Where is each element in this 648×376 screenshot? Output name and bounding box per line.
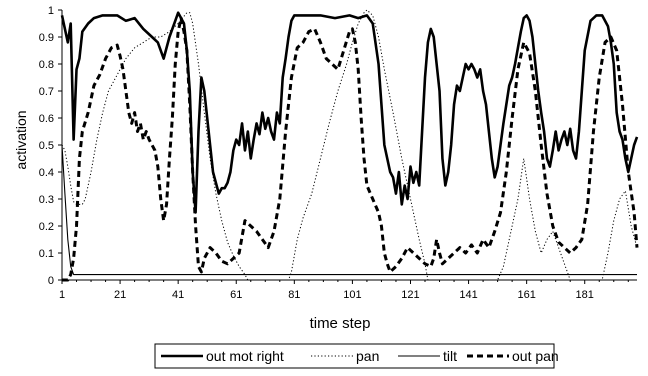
series-line-tilt <box>61 144 637 276</box>
y-axis-label: activation <box>13 110 29 169</box>
y-tick-label: 0.6 <box>39 113 54 125</box>
x-tick-label: 141 <box>459 289 477 301</box>
x-tick-label: 121 <box>401 289 419 301</box>
y-tick-label: 0 <box>48 275 54 287</box>
axes: 00.10.20.30.40.50.60.70.80.911 21 41 61 81 10… <box>39 5 637 301</box>
y-tick-label: 0.7 <box>39 86 54 98</box>
x-tick-label: 181 <box>576 289 594 301</box>
series-line-pan <box>61 9 638 281</box>
y-tick-label: 0.4 <box>39 167 54 179</box>
x-tick-label: 101 <box>343 289 361 301</box>
y-tick-label: 0.3 <box>39 194 54 206</box>
legend-label: tilt <box>443 348 457 364</box>
x-tick-label: 1 <box>59 289 65 301</box>
series-lines <box>60 9 639 282</box>
series-line-out-mot-right <box>60 11 639 214</box>
x-tick-label: 81 <box>288 289 300 301</box>
y-tick-label: 0.2 <box>39 221 54 233</box>
x-tick-label: 21 <box>114 289 126 301</box>
y-tick-label: 1 <box>48 5 54 17</box>
x-tick-label: 41 <box>172 289 184 301</box>
x-axis-label: time step <box>310 315 371 332</box>
legend: out mot right pan tilt out pan <box>154 343 559 369</box>
series-line-out-pan <box>62 16 639 282</box>
legend-label: out pan <box>512 348 559 364</box>
y-tick-label: 0.8 <box>39 59 54 71</box>
x-tick-label: 61 <box>230 289 242 301</box>
legend-label: out mot right <box>206 348 284 364</box>
x-tick-label: 161 <box>517 289 535 301</box>
y-tick-label: 0.1 <box>39 248 54 260</box>
legend-label: pan <box>356 348 379 364</box>
y-tick-label: 0.5 <box>39 140 54 152</box>
y-tick-label: 0.9 <box>39 32 54 44</box>
